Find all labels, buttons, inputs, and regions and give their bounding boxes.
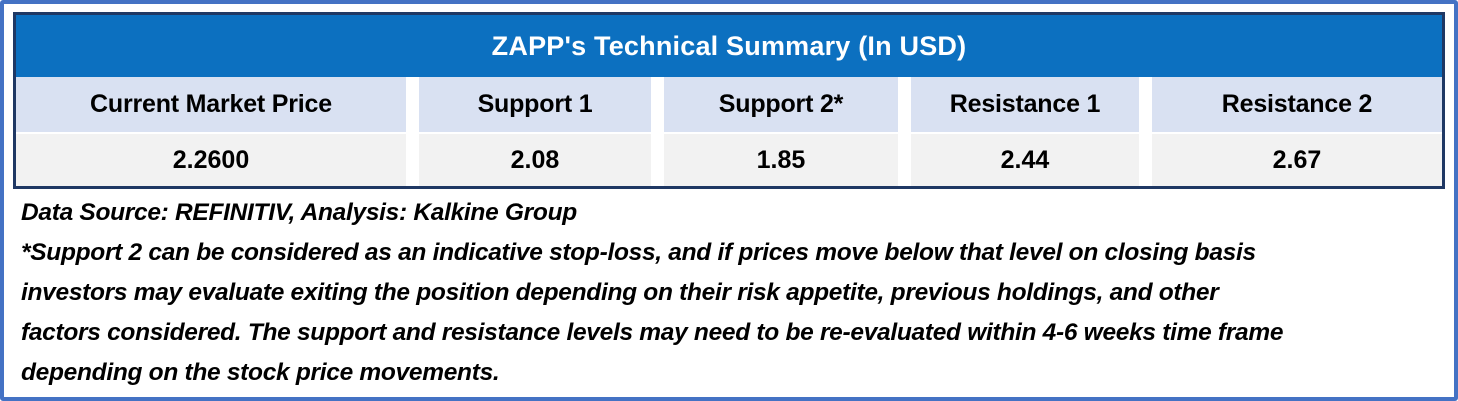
column-value: 2.44 [911, 134, 1139, 186]
column-header: Current Market Price [16, 77, 406, 132]
column-resistance-1: Resistance 1 2.44 [911, 77, 1139, 186]
column-header: Support 1 [419, 77, 651, 132]
column-support-1: Support 1 2.08 [419, 77, 651, 186]
disclaimer-line-4: depending on the stock price movements. [21, 359, 500, 386]
column-header: Resistance 2 [1152, 77, 1442, 132]
technical-summary-table: ZAPP's Technical Summary (In USD) Curren… [13, 12, 1445, 189]
column-header: Support 2* [664, 77, 898, 132]
column-header: Resistance 1 [911, 77, 1139, 132]
column-value: 2.67 [1152, 134, 1442, 186]
column-resistance-2: Resistance 2 2.67 [1152, 77, 1442, 186]
data-source-line: Data Source: REFINITIV, Analysis: Kalkin… [21, 199, 577, 226]
column-support-2: Support 2* 1.85 [664, 77, 898, 186]
table-title: ZAPP's Technical Summary (In USD) [16, 15, 1442, 77]
disclaimer-line-2: investors may evaluate exiting the posit… [21, 279, 1219, 306]
column-current-market-price: Current Market Price 2.2600 [16, 77, 406, 186]
column-value: 2.08 [419, 134, 651, 186]
column-value: 2.2600 [16, 134, 406, 186]
column-value: 1.85 [664, 134, 898, 186]
disclaimer-line-1: *Support 2 can be considered as an indic… [21, 239, 1256, 266]
table-columns: Current Market Price 2.2600 Support 1 2.… [16, 77, 1442, 186]
disclaimer-line-3: factors considered. The support and resi… [21, 319, 1284, 346]
footer-note: Data Source: REFINITIV, Analysis: Kalkin… [13, 189, 1445, 393]
